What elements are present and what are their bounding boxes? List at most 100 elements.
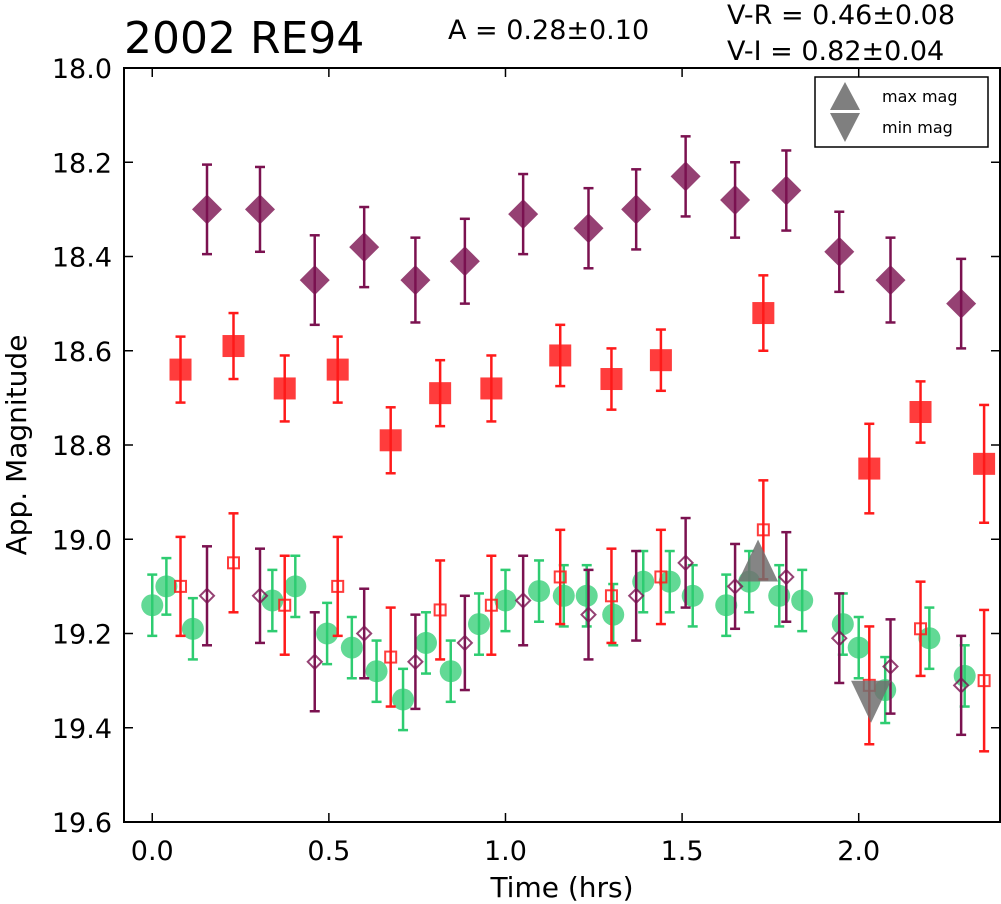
open-diamond-marker [406, 653, 424, 671]
amplitude-value: A = 0.28±0.10 [448, 15, 650, 46]
open-square-marker [914, 622, 928, 636]
circle-marker [365, 660, 388, 683]
y-axis-label: App. Magnitude [0, 335, 33, 556]
open-diamond-marker [580, 606, 597, 624]
circle-marker [715, 594, 738, 617]
diamond-marker [349, 232, 380, 263]
legend-label: max mag [882, 87, 958, 106]
diamond-marker [621, 194, 652, 225]
square-marker [752, 302, 775, 325]
chart-title: 2002 RE94 [124, 13, 365, 64]
triangle-up-icon [830, 82, 860, 110]
legend-label: min mag [882, 118, 953, 137]
circle-marker [552, 584, 575, 607]
circle-marker [528, 580, 551, 603]
open-diamond-marker [677, 554, 695, 572]
square-marker [909, 401, 932, 424]
open-diamond-marker [830, 629, 848, 647]
circle-marker [632, 570, 655, 593]
y-tick-label: 18.2 [52, 148, 112, 179]
open-diamond-marker [198, 587, 216, 605]
diamond-marker [946, 288, 977, 319]
open-diamond-marker [882, 658, 899, 675]
diamond-marker [449, 246, 480, 277]
open-square-marker [433, 603, 447, 617]
y-tick-label: 18.8 [52, 431, 112, 462]
square-marker [649, 349, 672, 372]
open-square-marker [756, 523, 770, 537]
circle-marker [831, 613, 854, 636]
diamond-marker [670, 161, 701, 192]
open-square-marker [227, 556, 240, 570]
data-marks [141, 135, 996, 753]
min-mag-marker [851, 680, 892, 723]
open-diamond-marker [514, 592, 532, 609]
diamond-marker [244, 194, 275, 225]
circle-marker [791, 589, 814, 612]
open-diamond-marker [777, 568, 795, 586]
circle-marker [847, 636, 870, 659]
circle-marker [768, 584, 791, 607]
open-square-marker [384, 650, 398, 664]
circle-marker [918, 627, 941, 650]
legend: max mag min mag [814, 76, 989, 148]
diamond-marker [192, 194, 223, 225]
series-triangle-down [851, 680, 892, 723]
series-square-open [174, 479, 991, 753]
series-diamond-filled [192, 135, 977, 350]
diamond-marker [508, 199, 539, 230]
open-diamond-marker [952, 676, 970, 694]
open-diamond-marker [355, 625, 373, 642]
circle-marker [681, 584, 704, 607]
y-tick-label: 18.0 [52, 54, 112, 85]
circle-marker [155, 575, 178, 598]
open-square-marker [553, 570, 567, 584]
square-marker [973, 452, 996, 475]
diamond-marker [573, 213, 604, 244]
diamond-marker [400, 265, 431, 296]
open-square-marker [604, 589, 618, 603]
square-marker [169, 358, 192, 381]
square-marker [273, 377, 296, 400]
open-square-marker [654, 570, 668, 584]
diamond-marker [824, 236, 855, 267]
series-square-filled [169, 274, 996, 525]
max-mag-marker [738, 539, 779, 582]
circle-marker [415, 631, 438, 654]
circle-marker [439, 660, 462, 683]
open-square-marker [977, 674, 991, 688]
circle-marker [316, 622, 339, 645]
circle-marker [575, 584, 598, 607]
open-square-marker [331, 579, 345, 593]
circle-marker [340, 636, 363, 659]
square-marker [379, 429, 402, 452]
square-marker [480, 377, 503, 400]
y-tick-label: 19.2 [52, 620, 112, 651]
series-diamond-open [198, 516, 970, 737]
open-diamond-marker [306, 653, 324, 671]
circle-marker [658, 570, 681, 593]
square-marker [858, 457, 881, 480]
x-tick-label: 0.0 [131, 836, 174, 867]
diamond-marker [299, 265, 330, 296]
circle-marker [467, 613, 490, 636]
y-tick-label: 19.6 [52, 808, 112, 839]
y-tick-label: 18.6 [52, 337, 112, 368]
circle-marker [181, 617, 204, 640]
axes: 0.0 0.5 1.0 1.5 2.0 18.0 18.2 18.4 18.6 18.8 19.0 1… [52, 54, 1000, 867]
color-index-vr: V-R = 0.46±0.08 [727, 0, 956, 31]
circle-marker [392, 688, 415, 711]
diamond-marker [771, 175, 802, 206]
x-tick-label: 2.0 [837, 836, 880, 867]
square-marker [600, 368, 623, 391]
open-square-marker [174, 579, 188, 593]
circle-marker [141, 594, 164, 617]
y-tick-label: 19.4 [52, 714, 112, 745]
circle-marker [284, 575, 307, 598]
open-diamond-marker [456, 634, 474, 652]
color-index-vi: V-I = 0.82±0.04 [727, 36, 945, 67]
circle-marker [602, 603, 625, 626]
square-marker [429, 382, 452, 405]
open-diamond-marker [251, 587, 269, 605]
x-tick-label: 1.0 [484, 836, 527, 867]
